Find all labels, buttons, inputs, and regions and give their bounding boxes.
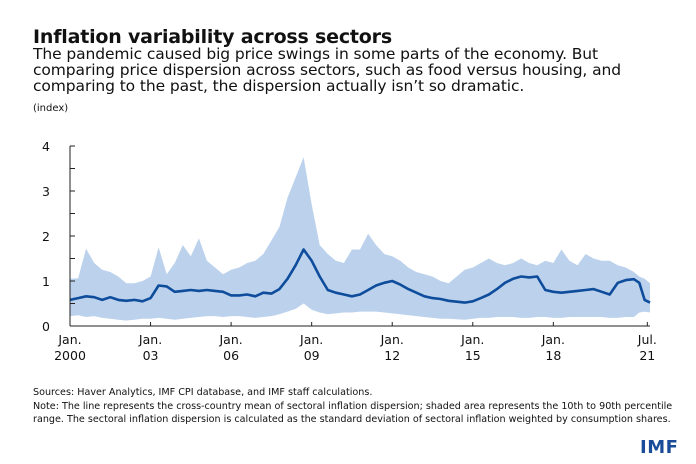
- imf-logo: IMF: [640, 437, 679, 458]
- x-tick-label-month: Jan.: [380, 332, 404, 347]
- y-tick-label: 1: [42, 274, 50, 289]
- y-tick-label: 0: [42, 319, 50, 334]
- y-tick-label: 4: [42, 139, 50, 154]
- methodology-note: Note: The line represents the cross-coun…: [33, 400, 673, 426]
- chart-notes: Sources: Haver Analytics, IMF CPI databa…: [33, 386, 673, 427]
- y-axis: 0 1 2 3 4: [42, 139, 75, 334]
- x-tick-label-year: 18: [545, 348, 561, 363]
- x-tick-label-year: 12: [384, 348, 400, 363]
- y-tick-label: 3: [42, 184, 50, 199]
- x-tick-label-year: 15: [465, 348, 481, 363]
- x-tick-label-month: Jan.: [460, 332, 484, 347]
- x-tick-label-year: 06: [223, 348, 239, 363]
- percentile-band-area: [70, 157, 650, 321]
- x-tick-label-month: Jan.: [57, 332, 81, 347]
- x-tick-label-year: 21: [639, 348, 655, 363]
- chart-title: Inflation variability across sectors: [33, 26, 392, 48]
- x-tick-label-month: Jan.: [541, 332, 565, 347]
- x-tick-label-month: Jan.: [218, 332, 242, 347]
- chart-subtitle: The pandemic caused big price swings in …: [33, 45, 621, 95]
- x-tick-label-year: 2000: [54, 348, 86, 363]
- sources-note: Sources: Haver Analytics, IMF CPI databa…: [33, 387, 373, 398]
- x-tick-label-year: 03: [143, 348, 159, 363]
- x-tick-label-year: 09: [304, 348, 320, 363]
- x-tick-label-month: Jul.: [637, 332, 657, 347]
- y-axis-unit-label: (index): [33, 103, 69, 114]
- x-tick-label-month: Jan.: [299, 332, 323, 347]
- mean-line: [69, 248, 651, 304]
- x-axis: Jan.2000Jan.03Jan.06Jan.09Jan.12Jan.15Ja…: [54, 322, 657, 363]
- x-tick-label-month: Jan.: [138, 332, 162, 347]
- y-tick-label: 2: [42, 229, 50, 244]
